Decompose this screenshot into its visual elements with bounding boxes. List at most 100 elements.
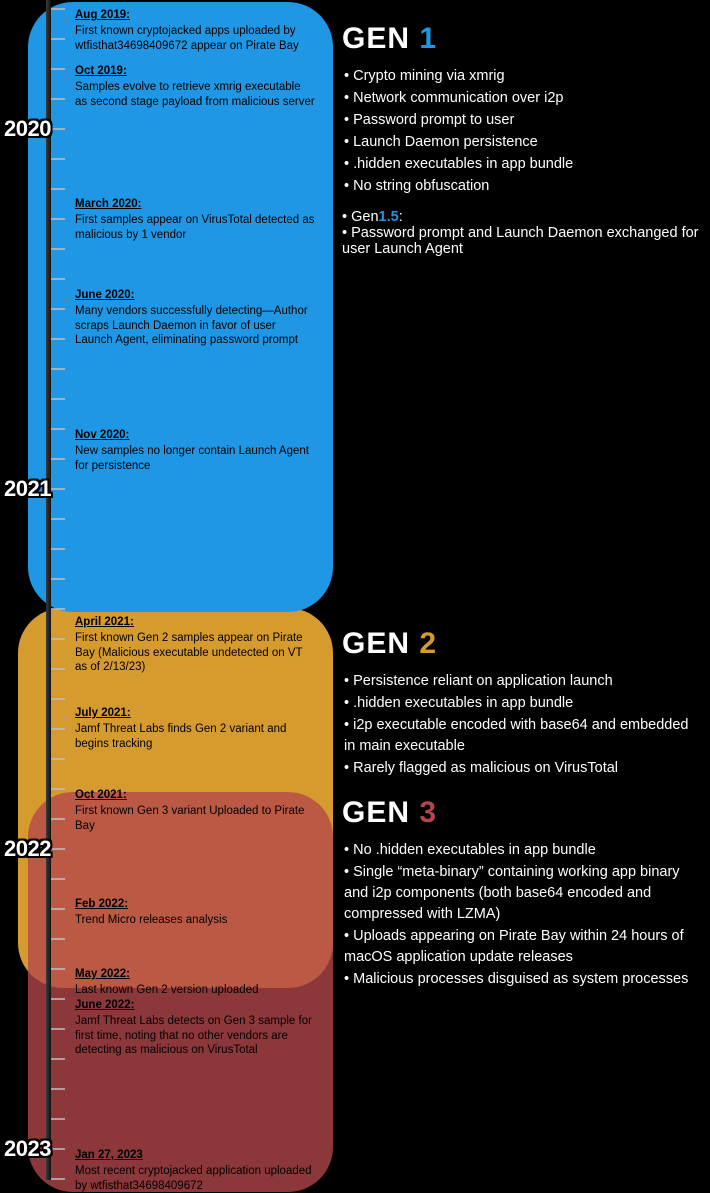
year-label: 2021 [4,476,51,502]
gen-title: GEN 1 [342,22,702,56]
gen-block-gen2: GEN 2 Persistence reliant on application … [342,627,702,780]
axis-tick [51,68,65,70]
event-desc: Last known Gen 2 version uploaded [75,983,315,997]
gen-bullet: Persistence reliant on application launc… [342,671,702,692]
event-desc: Jamf Threat Labs detects on Gen 3 sample… [75,1014,315,1057]
gen-bullet: Password prompt to user [342,110,702,131]
gen-block-gen3: GEN 3 No .hidden executables in app bundl… [342,796,702,991]
timeline-event: April 2021: First known Gen 2 samples app… [75,615,315,675]
axis-tick [51,578,65,580]
event-date: April 2021: [75,615,134,629]
gen-sub-suffix: : [399,209,403,225]
event-desc: First known cryptojacked apps uploaded b… [75,24,315,53]
axis-tick [51,488,65,490]
event-desc: First known Gen 3 variant Uploaded to Pi… [75,804,315,833]
axis-tick [51,638,65,640]
axis-tick [51,608,65,610]
gen-sub-bullet: • Password prompt and Launch Daemon exch… [342,225,702,257]
axis-tick [51,848,65,850]
gen-bullet: Rarely flagged as malicious on VirusTota… [342,758,702,779]
gen-bullet: i2p executable encoded with base64 and e… [342,715,702,757]
event-date: June 2022: [75,998,134,1012]
gen-title-number: 1 [419,22,437,55]
axis-tick [51,8,65,10]
axis-tick [51,908,65,910]
axis-tick [51,278,65,280]
axis-tick [51,998,65,1000]
axis-tick [51,1028,65,1030]
event-desc: Trend Micro releases analysis [75,913,315,927]
timeline-event: Oct 2021: First known Gen 3 variant Uploa… [75,788,315,833]
timeline-event: July 2021:Jamf Threat Labs finds Gen 2 v… [75,706,315,751]
axis-tick [51,398,65,400]
axis-tick [51,668,65,670]
timeline-event: March 2020: First samples appear on Virus… [75,197,315,242]
axis-tick [51,758,65,760]
gen-bullet: .hidden executables in app bundle [342,154,702,175]
year-label: 2023 [4,1136,51,1162]
event-desc: Samples evolve to retrieve xmrig executa… [75,80,315,109]
timeline-event: Jan 27, 2023 Most recent cryptojacked app… [75,1148,315,1193]
gen-sub-heading: • Gen1.5: [342,209,702,225]
event-date: Oct 2021: [75,788,127,802]
axis-tick [51,1148,65,1150]
axis-tick [51,218,65,220]
gen-title-prefix: GEN [342,627,419,660]
axis-tick [51,338,65,340]
axis-tick [51,188,65,190]
event-date: Feb 2022: [75,897,128,911]
event-date: March 2020: [75,197,141,211]
timeline-event: Aug 2019: First known cryptojacked apps u… [75,8,315,53]
gen-sub-accent: 1.5 [379,209,399,225]
event-date: Jan 27, 2023 [75,1148,143,1162]
gen-title-prefix: GEN [342,22,419,55]
gen-title: GEN 3 [342,796,702,830]
axis-tick [51,548,65,550]
axis-tick [51,968,65,970]
event-desc: First known Gen 2 samples appear on Pira… [75,631,315,674]
gen-bullet: Uploads appearing on Pirate Bay within 2… [342,926,702,968]
timeline-event: May 2022: Last known Gen 2 version upload… [75,967,315,998]
gen-title-number: 2 [419,627,437,660]
axis-tick [51,518,65,520]
axis-tick [51,308,65,310]
year-label: 2020 [4,116,51,142]
gen-bullet: Launch Daemon persistence [342,132,702,153]
year-label: 2022 [4,836,51,862]
timeline-event: Feb 2022: Trend Micro releases analysis [75,897,315,928]
gen-title-number: 3 [419,796,437,829]
gen-block-gen1: GEN 1 Crypto mining via xmrigNetwork comm… [342,22,702,257]
event-desc: New samples no longer contain Launch Age… [75,444,315,473]
timeline-event: Nov 2020: New samples no longer contain L… [75,428,315,473]
timeline-event: June 2020:Many vendors successfully dete… [75,288,315,348]
event-date: Oct 2019: [75,64,127,78]
axis-tick [51,818,65,820]
gen-title: GEN 2 [342,627,702,661]
axis-tick [51,698,65,700]
event-desc: First samples appear on VirusTotal detec… [75,213,315,242]
event-date: May 2022: [75,967,130,981]
axis-tick [51,428,65,430]
axis-tick [51,368,65,370]
axis-tick [51,158,65,160]
axis-tick [51,1118,65,1120]
axis-tick [51,458,65,460]
gen-bullet-list: No .hidden executables in app bundleSing… [342,840,702,990]
timeline-event: June 2022: Jamf Threat Labs detects on Ge… [75,998,315,1058]
axis-tick [51,878,65,880]
axis-tick [51,128,65,130]
axis-tick [51,1058,65,1060]
event-date: Nov 2020: [75,428,129,442]
axis-tick [51,38,65,40]
event-desc: Many vendors successfully detecting—Auth… [75,304,315,347]
event-desc: Most recent cryptojacked application upl… [75,1164,315,1193]
event-date: Aug 2019: [75,8,130,22]
gen-bullet: .hidden executables in app bundle [342,693,702,714]
gen-bullet-list: Crypto mining via xmrigNetwork communica… [342,66,702,197]
gen-bullet-list: Persistence reliant on application launc… [342,671,702,779]
axis-tick [51,728,65,730]
axis-tick [51,248,65,250]
gen-sub-prefix: Gen [351,209,378,225]
event-desc: Jamf Threat Labs finds Gen 2 variant and… [75,722,315,751]
gen-bullet: No string obfuscation [342,176,702,197]
